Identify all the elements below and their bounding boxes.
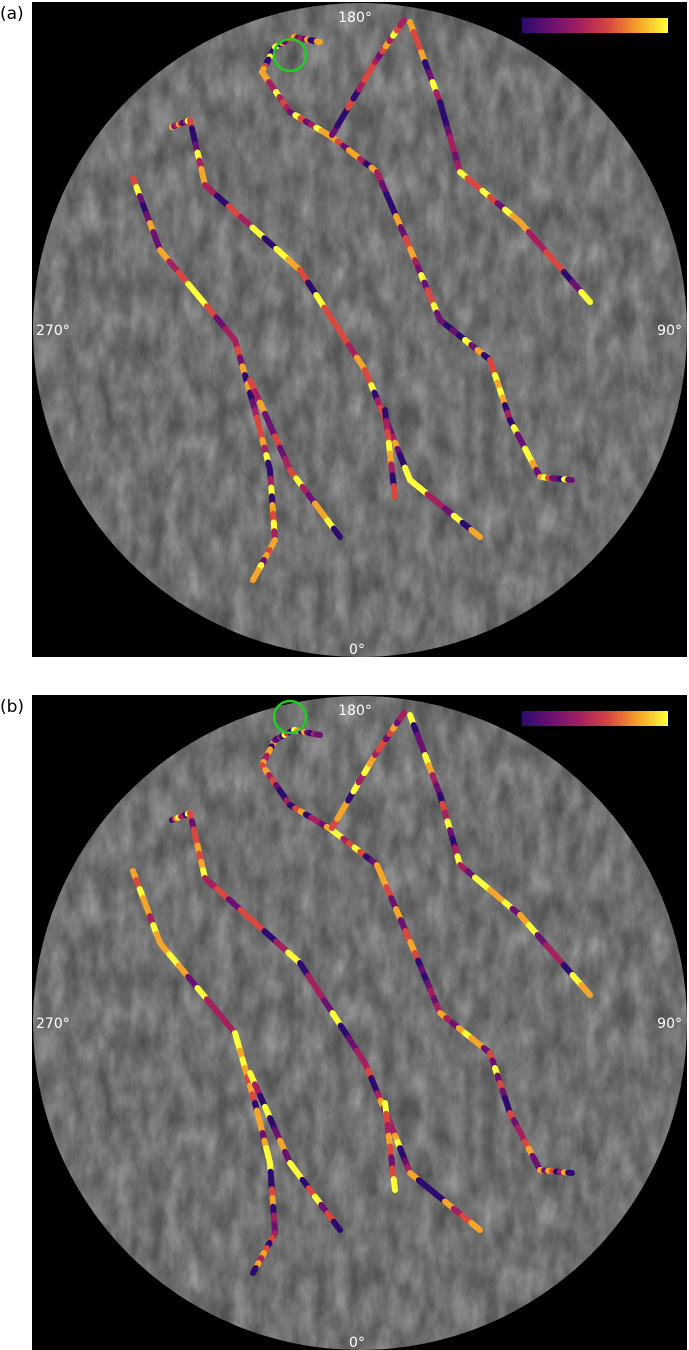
tiger-stripe <box>407 19 593 305</box>
tiger-stripe <box>130 868 278 1276</box>
tiger-stripe <box>259 44 575 483</box>
stripe-segment <box>313 731 323 738</box>
panel-label-b: (b) <box>0 697 25 717</box>
stripe-segment <box>468 1219 483 1233</box>
axis-label-left: 270° <box>36 323 70 339</box>
highlight-circle <box>272 699 308 735</box>
stripe-segment <box>390 1176 398 1193</box>
axis-label-top: 180° <box>338 703 372 719</box>
axis-label-right: 90° <box>657 1016 682 1032</box>
panel-label-a: (a) <box>0 4 24 24</box>
axis-label-top: 180° <box>338 10 372 26</box>
colorbar <box>522 711 668 726</box>
stripe-segment <box>397 710 407 722</box>
tiger-stripe <box>407 712 593 998</box>
stripe-segment <box>578 289 593 305</box>
moon-disk <box>33 3 687 657</box>
tiger-stripe <box>130 175 278 583</box>
map-panel-b: 180° 270° 90° 0° <box>32 695 687 1350</box>
tiger-stripe <box>247 377 343 540</box>
stripe-segment <box>330 1218 343 1233</box>
stripe-segment <box>390 483 398 500</box>
map-panel-a: 180° 270° 90° 0° <box>32 2 687 657</box>
axis-label-bottom: 0° <box>349 642 365 657</box>
stripe-segment <box>468 526 483 540</box>
stripe-segment <box>250 572 259 583</box>
tiger-stripe <box>329 710 407 831</box>
tiger-stripe <box>247 1070 343 1233</box>
axis-label-bottom: 0° <box>349 1335 365 1350</box>
tiger-stripe <box>382 1100 398 1193</box>
stripe-segment <box>313 38 323 45</box>
stripe-segment <box>250 1265 259 1276</box>
stripe-segment <box>330 525 343 540</box>
highlight-circle <box>272 37 308 73</box>
moon-disk <box>33 696 687 1350</box>
stripe-segment <box>397 17 407 29</box>
colorbar <box>522 18 668 33</box>
tiger-stripe <box>169 117 483 540</box>
tiger-stripe <box>329 17 407 138</box>
axis-label-right: 90° <box>657 323 682 339</box>
tiger-stripe <box>382 407 398 500</box>
stripe-segment <box>578 982 593 998</box>
axis-label-left: 270° <box>36 1016 70 1032</box>
